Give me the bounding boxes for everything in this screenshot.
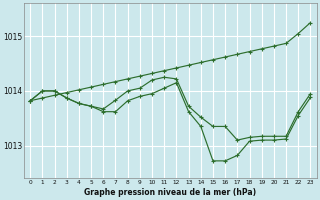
X-axis label: Graphe pression niveau de la mer (hPa): Graphe pression niveau de la mer (hPa) [84, 188, 256, 197]
